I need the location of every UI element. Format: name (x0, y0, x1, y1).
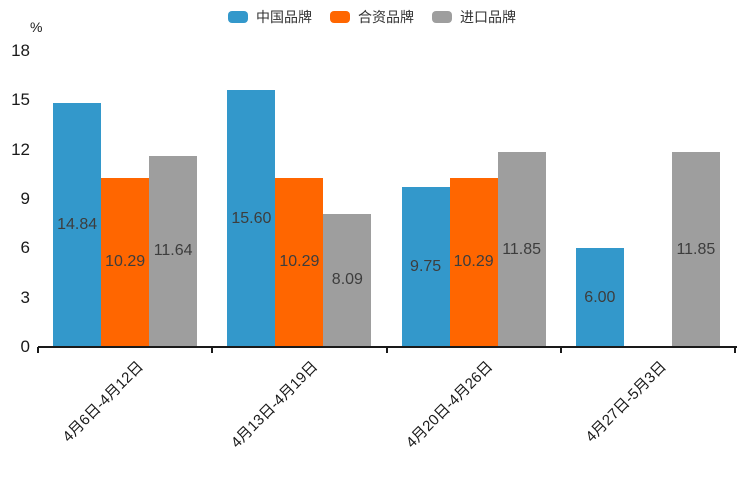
x-axis-tick (37, 347, 39, 353)
y-axis-tick-label: 0 (20, 337, 30, 356)
legend-item-1: 合资品牌 (330, 7, 414, 27)
bar-series2-group0 (149, 155, 198, 347)
x-axis-category-label: 4月20日-4月26日 (402, 358, 496, 452)
y-axis-tick-label: 6 (20, 238, 30, 258)
bar-value-label: 14.84 (57, 215, 98, 233)
x-axis-tick (385, 347, 388, 353)
legend-item-2: 进口品牌 (432, 7, 516, 27)
legend-item-0: 中国品牌 (228, 7, 312, 27)
bar-series2-group1 (323, 213, 372, 347)
bar-value-label: 11.64 (153, 242, 193, 260)
x-axis-tick (734, 347, 736, 353)
legend-swatch-icon (432, 11, 452, 23)
x-axis-category-label: 4月13日-4月19日 (228, 358, 322, 452)
x-axis-category-label: 4月6日-4月12日 (59, 358, 148, 446)
legend-item-label: 合资品牌 (358, 9, 414, 25)
bar-series2-group3 (671, 152, 720, 347)
legend-swatch-icon (330, 11, 350, 23)
x-axis-tick (211, 347, 214, 353)
bar-value-label: 10.29 (279, 253, 320, 271)
bar-series0-group1 (227, 90, 276, 347)
bar-series1-group1 (275, 177, 324, 347)
bar-value-label: 11.85 (502, 240, 542, 258)
bar-series0-group0 (53, 102, 102, 347)
x-axis-line (38, 346, 737, 348)
bar-series1-group2 (449, 177, 498, 347)
x-axis-tick (559, 347, 562, 353)
bar-series0-group2 (401, 186, 450, 347)
y-axis-tick-label: 12 (11, 139, 30, 159)
y-axis-tick-label: 9 (20, 189, 30, 208)
y-axis-tick-label: 3 (20, 287, 30, 307)
bar-series0-group3 (575, 248, 624, 347)
legend-item-label: 进口品牌 (460, 9, 516, 25)
bar-series1-group0 (101, 177, 150, 347)
bar-value-label: 15.60 (231, 209, 272, 227)
bar-value-label: 10.29 (453, 253, 494, 271)
y-axis-unit-label: % (30, 19, 43, 35)
y-axis-tick-label: 15 (11, 90, 30, 110)
bar-value-label: 11.85 (676, 240, 716, 258)
legend-swatch-icon (228, 11, 248, 23)
bar-value-label: 8.09 (331, 271, 363, 289)
bar-value-label: 6.00 (584, 288, 616, 306)
x-axis-category-label: 4月27日-5月3日 (582, 358, 671, 446)
bar-value-label: 9.75 (410, 257, 442, 275)
y-axis-tick-label: 18 (11, 41, 30, 60)
bar-series2-group2 (497, 152, 546, 347)
bar-value-label: 10.29 (105, 253, 146, 271)
legend-item-label: 中国品牌 (256, 9, 312, 25)
legend: 中国品牌 合资品牌 进口品牌 (228, 7, 516, 27)
